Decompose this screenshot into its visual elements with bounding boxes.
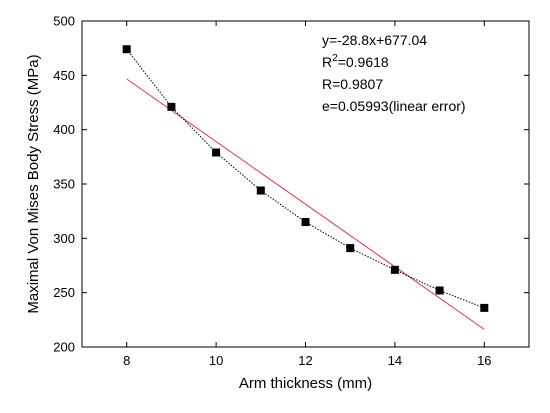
data-point (122, 45, 131, 54)
y-tick-label: 500 (53, 14, 75, 29)
y-tick-label: 250 (53, 285, 75, 300)
series-layer (122, 45, 489, 312)
data-point (435, 286, 444, 295)
fit-annotation: y=-28.8x+677.04 R2=0.9618 R=0.9807 e=0.0… (322, 32, 466, 114)
fit-line-layer (126, 78, 485, 330)
r-squared-value: =0.9618 (338, 54, 389, 70)
plot-frame (81, 20, 530, 348)
data-point (301, 218, 310, 227)
fit-r: R=0.9807 (322, 76, 383, 92)
data-point (212, 148, 221, 157)
y-tick-label: 450 (53, 68, 75, 83)
x-tick-label: 10 (209, 353, 223, 368)
fit-line (126, 78, 485, 330)
y-tick-label: 300 (53, 231, 75, 246)
data-point (167, 102, 176, 111)
r-squared-prefix: R (322, 54, 332, 70)
series-line (126, 48, 485, 309)
data-point (390, 265, 399, 274)
x-tick-label: 8 (123, 353, 130, 368)
x-axis-title: Arm thickness (mm) (239, 375, 372, 392)
data-point (480, 303, 489, 312)
fit-equation: y=-28.8x+677.04 (322, 32, 427, 48)
y-tick-label: 400 (53, 122, 75, 137)
r-squared-exponent: 2 (332, 53, 338, 64)
x-tick-label: 14 (388, 353, 402, 368)
fit-r-squared: R2=0.9618 (322, 53, 389, 70)
fit-error: e=0.05993(linear error) (322, 98, 466, 114)
data-point (346, 244, 355, 253)
y-axis-ticks: 200 250 300 350 400 450 500 (53, 14, 529, 355)
y-axis-title: Maximal Von Mises Body Stress (MPa) (25, 54, 42, 313)
x-tick-label: 12 (298, 353, 312, 368)
y-tick-label: 350 (53, 177, 75, 192)
data-point (256, 186, 265, 195)
y-tick-label: 200 (53, 340, 75, 355)
x-tick-label: 16 (477, 353, 491, 368)
x-axis-ticks: 8 10 12 14 16 (123, 21, 492, 368)
